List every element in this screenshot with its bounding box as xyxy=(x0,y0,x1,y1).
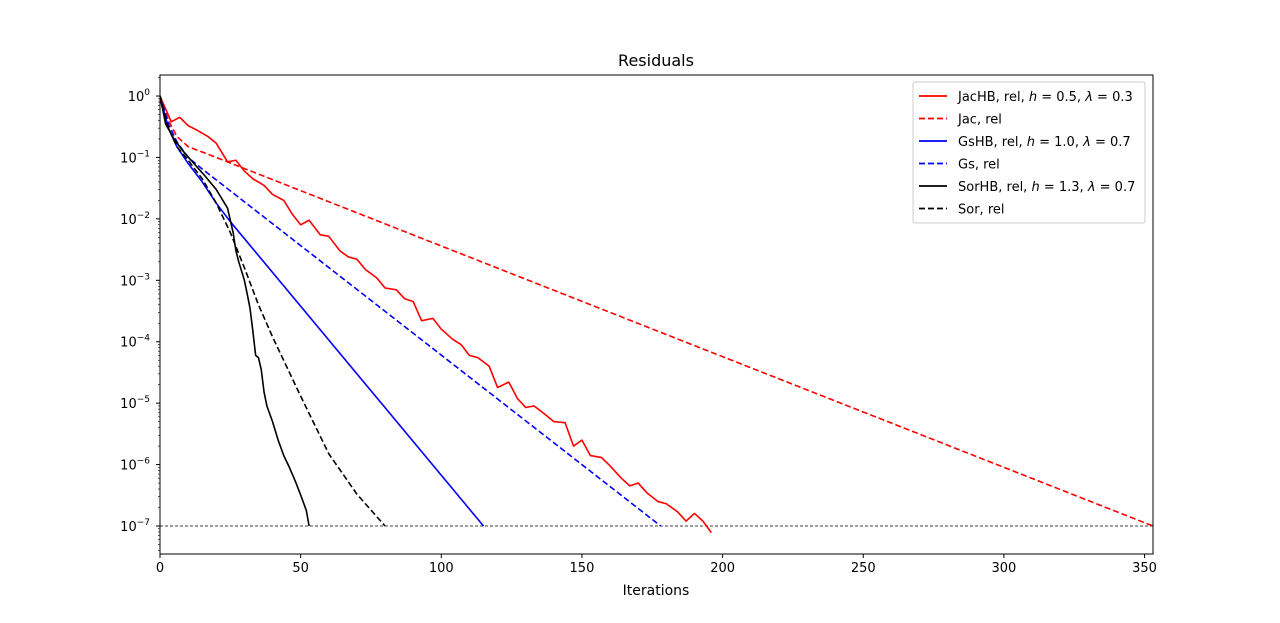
y-tick-label: 10−6 xyxy=(120,457,150,474)
y-tick-label: 10−4 xyxy=(120,334,150,351)
y-tick-base: 10 xyxy=(120,274,137,289)
y-tick-base: 10 xyxy=(120,520,137,535)
legend-math-symbol: λ xyxy=(1082,135,1091,150)
legend-label-0: JacHB, rel, h = 0.5, λ = 0.3 xyxy=(957,90,1133,105)
legend-text-part: SorHB, rel, xyxy=(958,180,1031,195)
plot-frame xyxy=(159,74,1154,555)
y-tick-label: 100 xyxy=(128,88,151,105)
y-tick-exponent: −6 xyxy=(137,457,151,467)
y-tick-label: 10−3 xyxy=(120,272,150,289)
legend-text-part: JacHB, rel, xyxy=(957,90,1029,105)
legend: JacHB, rel, h = 0.5, λ = 0.3 Jac, rel GsHB… xyxy=(912,81,1146,224)
y-tick-exponent: −4 xyxy=(137,334,151,344)
legend-label-3: Gs, rel xyxy=(958,158,1000,173)
x-tick-label: 250 xyxy=(851,561,876,576)
x-tick-label: 150 xyxy=(570,561,595,576)
series-line-1 xyxy=(160,95,1153,527)
y-tick-exponent: −3 xyxy=(137,272,150,282)
x-axis: 0 50 100 150 200 250 300 350 xyxy=(156,554,1157,576)
x-tick-label: 50 xyxy=(292,561,309,576)
y-tick-exponent: −2 xyxy=(137,211,150,221)
y-tick-exponent: −5 xyxy=(137,395,150,405)
x-tick-label: 300 xyxy=(991,561,1016,576)
series-layer xyxy=(160,95,1153,534)
legend-label-2: GsHB, rel, h = 1.0, λ = 0.7 xyxy=(958,135,1131,150)
y-tick-label: 10−7 xyxy=(120,518,150,535)
x-tick-label: 100 xyxy=(429,561,454,576)
y-tick-base: 10 xyxy=(128,90,145,105)
y-tick-base: 10 xyxy=(120,151,137,166)
x-tick-label: 350 xyxy=(1132,561,1157,576)
legend-math-symbol: h xyxy=(1027,135,1035,150)
legend-text-part: = 0.7 xyxy=(1091,135,1131,150)
series-line-4 xyxy=(160,95,310,527)
y-tick-base: 10 xyxy=(120,336,137,351)
legend-text-part: = 0.5, xyxy=(1037,90,1085,105)
y-tick-exponent: 0 xyxy=(144,88,150,98)
y-tick-label: 10−5 xyxy=(120,395,150,412)
chart-title: Residuals xyxy=(618,51,694,70)
legend-text-part: = 0.7 xyxy=(1096,180,1136,195)
y-tick-base: 10 xyxy=(120,397,137,412)
y-tick-label: 10−1 xyxy=(120,149,150,166)
series-line-5 xyxy=(160,95,386,527)
series-line-0 xyxy=(160,95,712,534)
legend-text-part: GsHB, rel, xyxy=(958,135,1027,150)
legend-box xyxy=(912,81,1146,224)
legend-math-symbol: λ xyxy=(1087,180,1096,195)
legend-math-symbol: h xyxy=(1029,90,1037,105)
legend-math-symbol: λ xyxy=(1084,90,1093,105)
legend-label-1: Jac, rel xyxy=(957,113,1002,128)
x-axis-title: Iterations xyxy=(623,583,690,599)
y-tick-exponent: −1 xyxy=(137,149,150,159)
legend-label-5: Sor, rel xyxy=(958,203,1004,218)
y-tick-base: 10 xyxy=(120,213,137,228)
y-tick-exponent: −7 xyxy=(137,518,150,528)
legend-label-4: SorHB, rel, h = 1.3, λ = 0.7 xyxy=(958,180,1135,195)
x-tick-label: 200 xyxy=(710,561,735,576)
legend-text-part: = 1.0, xyxy=(1035,135,1083,150)
x-tick-label: 0 xyxy=(156,561,164,576)
y-tick-base: 10 xyxy=(120,459,137,474)
legend-math-symbol: h xyxy=(1031,180,1039,195)
y-tick-label: 10−2 xyxy=(120,211,150,228)
legend-text-part: = 1.3, xyxy=(1040,180,1088,195)
legend-text-part: = 0.3 xyxy=(1093,90,1133,105)
